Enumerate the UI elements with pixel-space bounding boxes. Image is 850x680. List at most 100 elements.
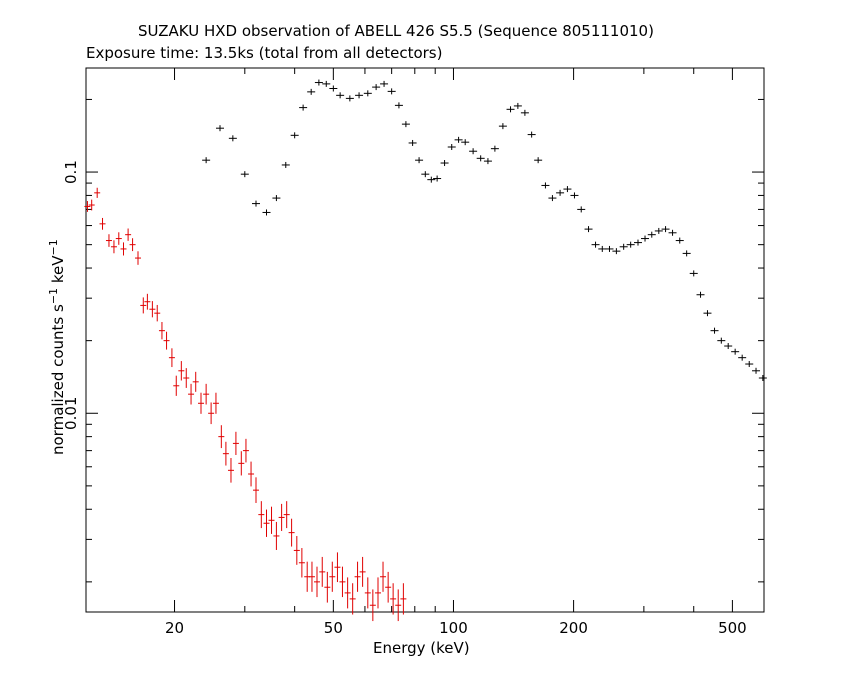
data-point: [240, 171, 249, 178]
data-point: [273, 521, 280, 550]
data-point: [359, 556, 366, 587]
data-point: [394, 102, 403, 109]
data-point: [336, 92, 345, 99]
x-tick-label: 200: [559, 619, 588, 637]
data-point: [251, 200, 260, 207]
data-point: [154, 304, 161, 322]
data-point: [110, 240, 117, 254]
y-tick-label: 0.01: [62, 397, 80, 430]
data-point: [541, 182, 550, 189]
data-point: [364, 577, 371, 609]
data-point: [612, 248, 621, 255]
data-point: [268, 506, 275, 534]
x-tick-label: 50: [324, 619, 343, 637]
data-point: [490, 145, 499, 152]
data-point: [703, 310, 712, 317]
data-point: [158, 321, 165, 340]
data-point: [168, 348, 175, 368]
data-point: [661, 226, 670, 233]
data-point: [476, 155, 485, 162]
data-point: [212, 392, 219, 414]
data-point: [203, 383, 210, 405]
data-point: [324, 571, 331, 603]
data-point: [454, 136, 463, 143]
data-point: [390, 583, 397, 615]
data-point: [349, 583, 356, 615]
data-point: [144, 293, 151, 310]
data-point: [408, 139, 417, 146]
data-point: [198, 392, 205, 414]
data-point: [626, 241, 635, 248]
data-point: [228, 135, 237, 142]
data-point: [447, 144, 456, 151]
data-point: [293, 536, 300, 565]
data-point: [752, 367, 761, 374]
data-point: [88, 199, 95, 211]
series-1: [202, 79, 767, 382]
data-point: [192, 371, 199, 392]
data-point: [283, 501, 290, 529]
data-point: [334, 552, 341, 583]
data-point: [369, 589, 376, 622]
data-point: [314, 79, 323, 86]
data-point: [385, 571, 392, 603]
data-point: [308, 561, 315, 592]
data-point: [363, 90, 372, 97]
data-point: [188, 383, 195, 405]
data-point: [173, 375, 180, 396]
data-point: [218, 425, 225, 449]
data-point: [135, 251, 142, 265]
data-point: [329, 561, 336, 592]
data-point: [242, 438, 249, 463]
data-point: [307, 88, 316, 95]
data-point: [313, 566, 320, 598]
data-point: [563, 186, 572, 193]
data-point: [298, 548, 305, 578]
data-point: [232, 431, 239, 456]
data-point: [654, 227, 663, 234]
x-tick-label: 500: [718, 619, 747, 637]
data-point: [125, 228, 132, 241]
data-point: [344, 577, 351, 609]
data-point: [415, 157, 424, 164]
data-point: [183, 368, 190, 388]
data-point: [710, 327, 719, 334]
data-point: [262, 209, 271, 216]
data-point: [584, 226, 593, 233]
data-point: [717, 337, 726, 344]
data-point: [84, 201, 91, 212]
data-point: [498, 123, 507, 130]
data-point: [345, 95, 354, 102]
data-point: [513, 102, 522, 109]
chart-title: SUZAKU HXD observation of ABELL 426 S5.5…: [138, 22, 654, 40]
data-point: [696, 291, 705, 298]
data-point: [163, 331, 170, 350]
data-point: [598, 245, 607, 252]
data-point: [258, 501, 265, 529]
data-point: [440, 160, 449, 167]
data-point: [140, 297, 147, 314]
data-point: [272, 195, 281, 202]
x-tick-label: 20: [165, 619, 184, 637]
data-point: [252, 477, 259, 503]
data-point: [527, 131, 536, 138]
data-point: [375, 577, 382, 609]
data-point: [290, 132, 299, 139]
data-point: [758, 375, 767, 382]
data-point: [633, 239, 642, 246]
data-point: [354, 561, 361, 592]
data-point: [380, 561, 387, 592]
data-point: [605, 245, 614, 252]
chart-subtitle: Exposure time: 13.5ks (total from all de…: [86, 44, 443, 62]
data-point: [105, 234, 112, 247]
data-point: [322, 80, 331, 87]
data-point: [281, 161, 290, 168]
data-point: [401, 121, 410, 128]
data-point: [469, 148, 478, 155]
data-point: [641, 235, 650, 242]
data-point: [208, 402, 215, 425]
data-point: [689, 270, 698, 277]
data-point: [548, 195, 557, 202]
data-point: [534, 157, 543, 164]
